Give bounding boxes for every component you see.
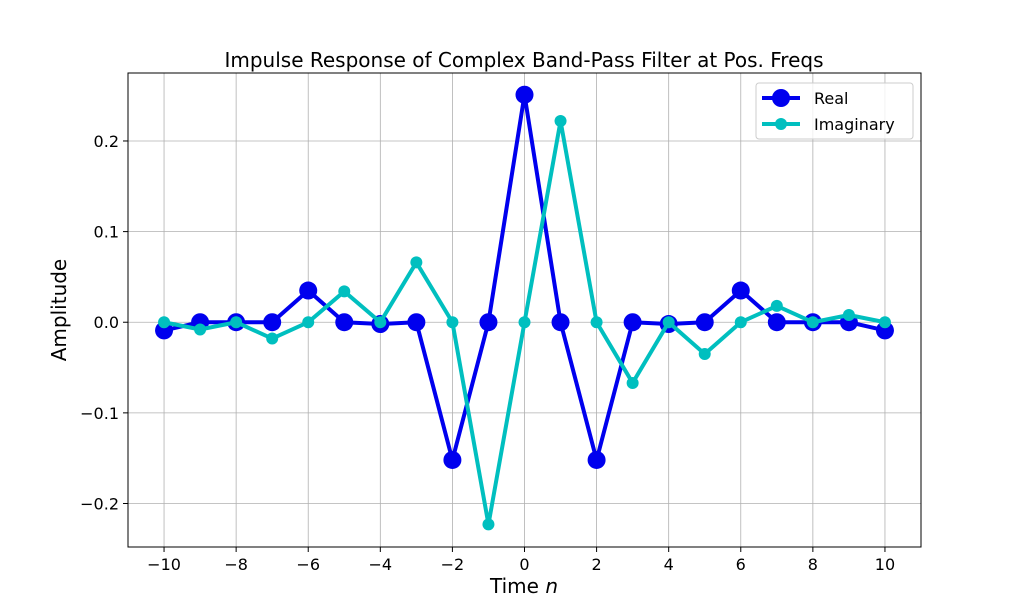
data-point-imaginary (842, 308, 855, 321)
data-point-imaginary (230, 316, 243, 329)
data-point-imaginary (338, 285, 351, 298)
data-point-imaginary (266, 332, 279, 345)
x-tick-label: −2 (441, 555, 465, 574)
data-point-real (263, 313, 282, 332)
data-point-imaginary (662, 316, 675, 329)
data-point-real (551, 313, 570, 332)
x-tick-label: −4 (369, 555, 393, 574)
data-point-real (479, 313, 498, 332)
legend-marker-real (772, 89, 790, 107)
chart-title: Impulse Response of Complex Band-Pass Fi… (224, 48, 823, 72)
x-tick-label: −6 (296, 555, 320, 574)
data-point-imaginary (482, 518, 495, 531)
legend-label-imaginary: Imaginary (814, 115, 895, 134)
data-point-real (731, 281, 750, 300)
data-point-real (695, 313, 714, 332)
y-tick-label: 0.1 (94, 223, 119, 242)
legend-marker-imaginary (775, 118, 787, 130)
data-point-imaginary (446, 316, 459, 329)
legend: Real Imaginary (755, 82, 914, 140)
data-point-imaginary (302, 316, 315, 329)
data-point-imaginary (590, 316, 603, 329)
data-point-imaginary (734, 316, 747, 329)
y-tick-label: −0.1 (80, 404, 119, 423)
y-tick-label: 0.2 (94, 132, 119, 151)
x-tick-label: 10 (875, 555, 895, 574)
data-point-real (335, 313, 354, 332)
data-point-real (443, 450, 462, 469)
data-point-real (587, 450, 606, 469)
data-point-real (767, 313, 786, 332)
legend-label-real: Real (814, 89, 849, 108)
data-point-imaginary (374, 316, 387, 329)
data-point-imaginary (770, 299, 783, 312)
data-point-imaginary (698, 347, 711, 360)
data-point-imaginary (878, 316, 891, 329)
y-tick-label: −0.2 (80, 494, 119, 513)
x-tick-label: −10 (147, 555, 181, 574)
data-point-imaginary (158, 316, 171, 329)
data-point-imaginary (554, 115, 567, 128)
y-axis-label: Amplitude (47, 259, 71, 362)
data-point-real (515, 85, 534, 104)
x-tick-label: 2 (591, 555, 601, 574)
data-point-imaginary (626, 376, 639, 389)
x-tick-label: 6 (736, 555, 746, 574)
data-point-real (407, 313, 426, 332)
data-point-real (623, 313, 642, 332)
x-tick-label: 0 (519, 555, 529, 574)
x-tick-label: −8 (224, 555, 248, 574)
data-point-imaginary (518, 316, 531, 329)
data-point-imaginary (410, 256, 423, 269)
x-axis-label: Time n (489, 574, 558, 598)
data-point-imaginary (194, 323, 207, 336)
y-tick-label: 0.0 (94, 313, 119, 332)
data-point-real (299, 281, 318, 300)
x-tick-label: 4 (664, 555, 674, 574)
x-tick-label: 8 (808, 555, 818, 574)
data-point-imaginary (806, 316, 819, 329)
